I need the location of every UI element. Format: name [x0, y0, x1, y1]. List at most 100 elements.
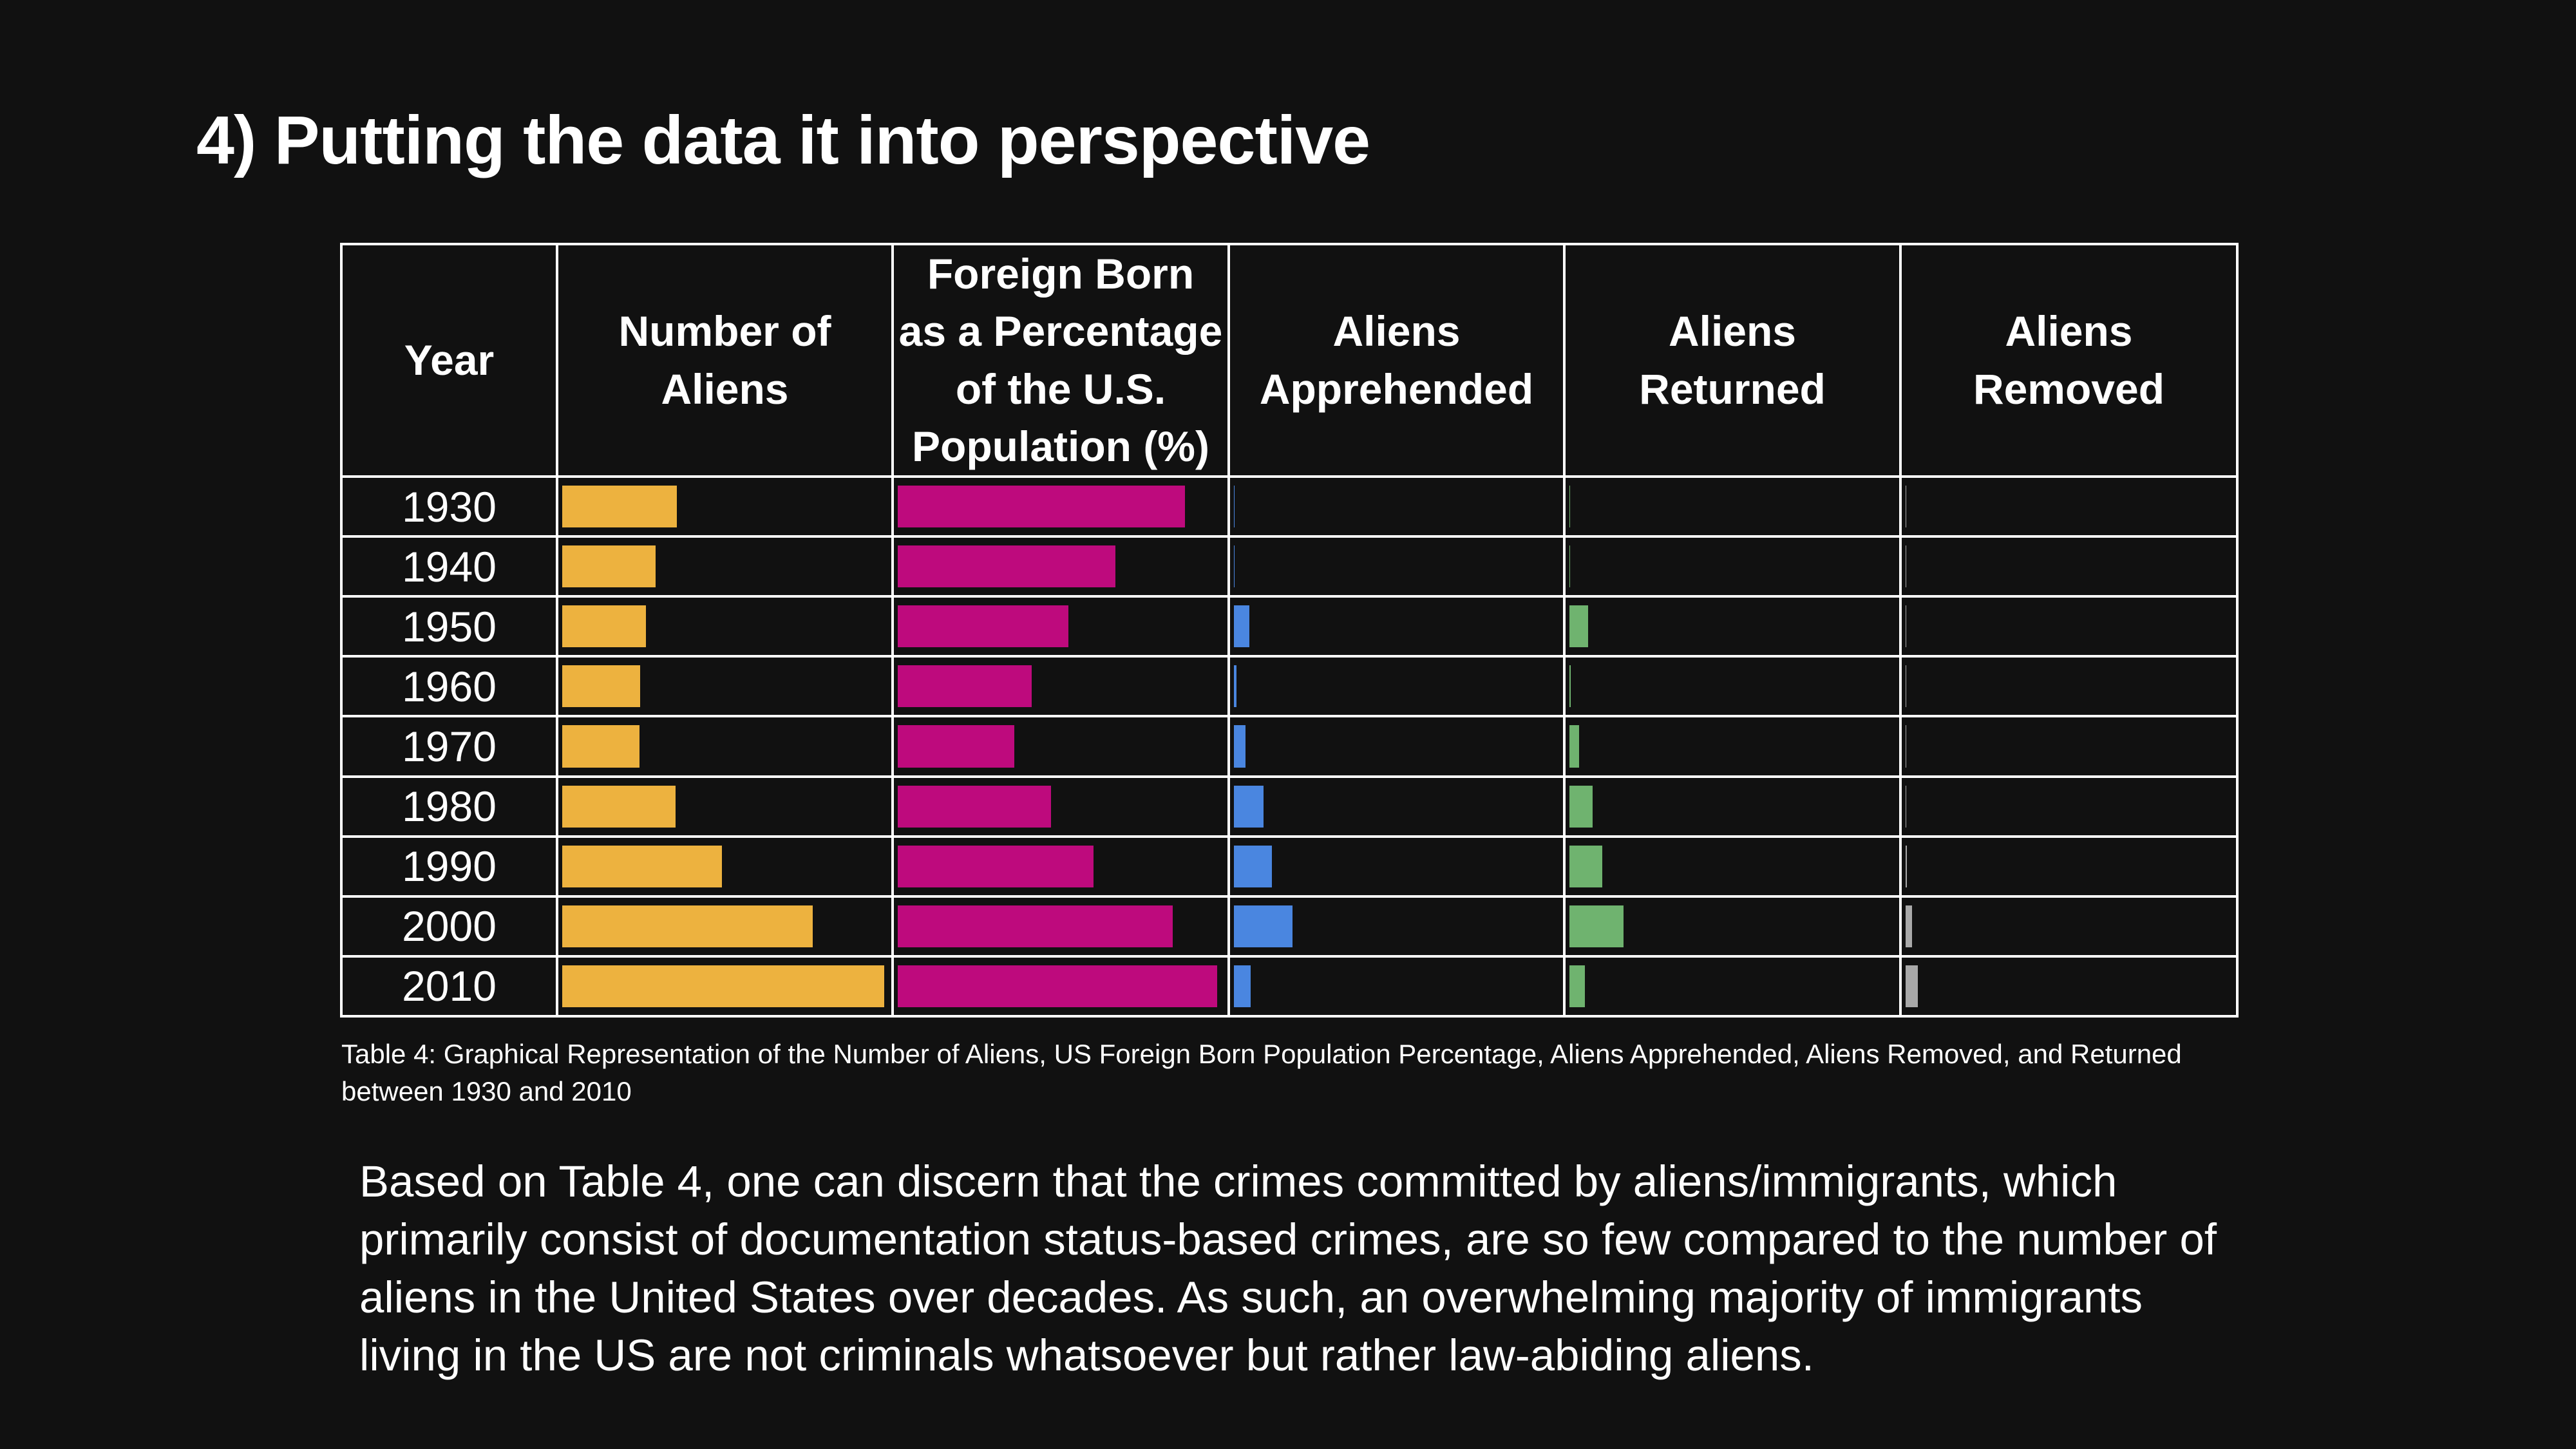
year-cell: 1970: [340, 715, 558, 778]
foreign_born_pct-bar: [898, 785, 1052, 828]
removed-cell: [1899, 775, 2239, 838]
returned-bar: [1569, 486, 1570, 528]
removed-cell: [1899, 715, 2239, 778]
year-cell: 1930: [340, 475, 558, 538]
table-caption: Table 4: Graphical Representation of the…: [341, 1039, 2182, 1106]
table-row: 1990: [340, 835, 2239, 898]
apprehended-cell: [1227, 655, 1566, 718]
apprehended-bar: [1234, 965, 1251, 1007]
apprehended-bar: [1234, 905, 1293, 947]
year-cell: 1980: [340, 775, 558, 838]
table-row: 1940: [340, 535, 2239, 598]
aliens-cell: [556, 835, 894, 898]
returned-bar: [1569, 665, 1571, 708]
apprehended-bar: [1234, 545, 1235, 588]
removed-cell: [1899, 954, 2239, 1018]
foreign_born_pct-bar: [898, 665, 1032, 708]
foreign_born_pct-bar: [898, 965, 1218, 1007]
removed-cell: [1899, 535, 2239, 598]
returned-cell: [1563, 595, 1902, 658]
table-row: 1930: [340, 475, 2239, 538]
year-cell: 2010: [340, 954, 558, 1018]
year-cell: 2000: [340, 895, 558, 958]
table-row: 2000: [340, 895, 2239, 958]
apprehended-bar: [1234, 486, 1235, 528]
apprehended-cell: [1227, 895, 1566, 958]
aliens-bar: [562, 965, 884, 1007]
removed-cell: [1899, 835, 2239, 898]
returned-bar: [1569, 785, 1593, 828]
foreign_born_pct-cell: [891, 595, 1230, 658]
year-cell: 1990: [340, 835, 558, 898]
aliens-cell: [556, 775, 894, 838]
apprehended-cell: [1227, 715, 1566, 778]
year-cell: 1960: [340, 655, 558, 718]
apprehended-bar: [1234, 605, 1249, 648]
aliens-bar: [562, 665, 641, 708]
returned-bar: [1569, 905, 1624, 947]
aliens-bar: [562, 605, 646, 648]
aliens-cell: [556, 895, 894, 958]
header-aliens-removed: Aliens Removed: [1899, 243, 2239, 478]
apprehended-cell: [1227, 835, 1566, 898]
apprehended-cell: [1227, 475, 1566, 538]
foreign_born_pct-cell: [891, 655, 1230, 718]
aliens-cell: [556, 475, 894, 538]
foreign_born_pct-bar: [898, 725, 1014, 768]
summary-paragraph: Based on Table 4, one can discern that t…: [359, 1157, 2217, 1380]
returned-bar: [1569, 545, 1570, 588]
foreign_born_pct-cell: [891, 715, 1230, 778]
returned-cell: [1563, 475, 1902, 538]
aliens-bar: [562, 845, 722, 887]
aliens-bar: [562, 785, 676, 828]
returned-cell: [1563, 655, 1902, 718]
foreign_born_pct-cell: [891, 835, 1230, 898]
apprehended-cell: [1227, 595, 1566, 658]
header-aliens-apprehended: Aliens Apprehended: [1227, 243, 1566, 478]
foreign_born_pct-cell: [891, 475, 1230, 538]
removed-bar: [1906, 905, 1912, 947]
aliens-bar: [562, 486, 677, 528]
foreign_born_pct-cell: [891, 535, 1230, 598]
foreign_born_pct-bar: [898, 605, 1069, 648]
table-row: 1950: [340, 595, 2239, 658]
apprehended-cell: [1227, 775, 1566, 838]
apprehended-cell: [1227, 535, 1566, 598]
removed-cell: [1899, 475, 2239, 538]
year-cell: 1950: [340, 595, 558, 658]
foreign_born_pct-cell: [891, 775, 1230, 838]
removed-bar: [1906, 845, 1907, 887]
aliens-cell: [556, 655, 894, 718]
returned-bar: [1569, 965, 1585, 1007]
aliens-cell: [556, 954, 894, 1018]
returned-bar: [1569, 605, 1588, 648]
header-year: Year: [340, 243, 558, 478]
returned-bar: [1569, 725, 1579, 768]
foreign_born_pct-bar: [898, 845, 1094, 887]
header-foreign-born-percentage: Foreign Born as a Percentage of the U.S.…: [891, 243, 1230, 478]
returned-cell: [1563, 895, 1902, 958]
removed-cell: [1899, 895, 2239, 958]
aliens-cell: [556, 715, 894, 778]
apprehended-cell: [1227, 954, 1566, 1018]
aliens-bar: [562, 905, 813, 947]
removed-bar: [1906, 965, 1918, 1007]
foreign_born_pct-cell: [891, 895, 1230, 958]
foreign_born_pct-bar: [898, 545, 1116, 588]
returned-bar: [1569, 845, 1602, 887]
year-cell: 1940: [340, 535, 558, 598]
removed-cell: [1899, 595, 2239, 658]
aliens-bar: [562, 545, 656, 588]
removed-cell: [1899, 655, 2239, 718]
apprehended-bar: [1234, 845, 1272, 887]
data-table: Year Number of Aliens Foreign Born as a …: [340, 243, 2239, 1018]
table-body: 1930 1940 1950 1960 1970 1980 1990 2000 2010: [340, 475, 2239, 1018]
returned-cell: [1563, 535, 1902, 598]
header-row: Year Number of Aliens Foreign Born as a …: [340, 243, 2239, 478]
returned-cell: [1563, 715, 1902, 778]
table-row: 1960: [340, 655, 2239, 718]
apprehended-bar: [1234, 665, 1236, 708]
aliens-cell: [556, 535, 894, 598]
foreign_born_pct-bar: [898, 905, 1173, 947]
returned-cell: [1563, 835, 1902, 898]
